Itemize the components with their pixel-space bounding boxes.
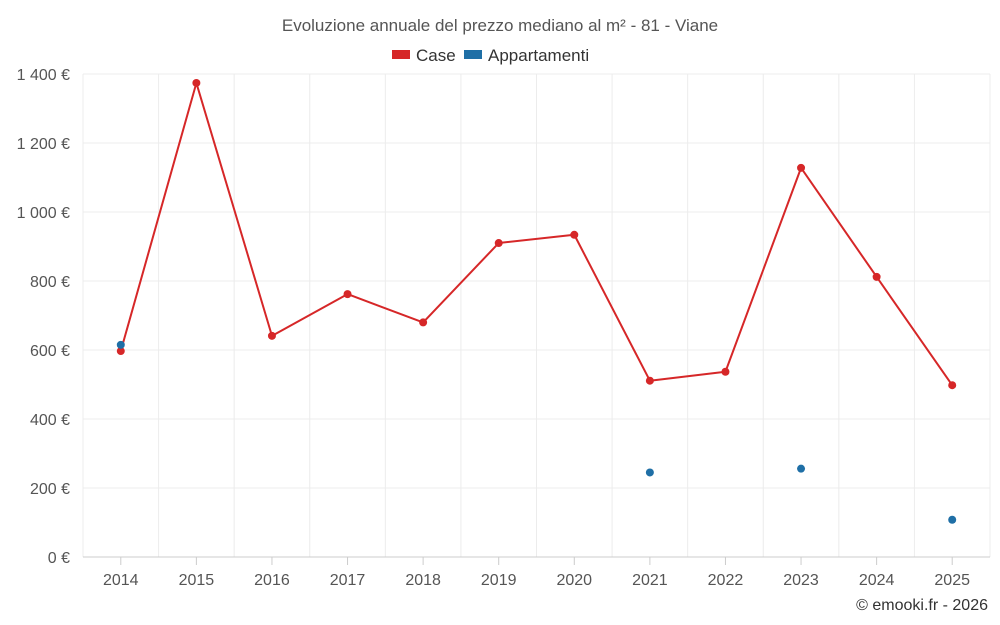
y-tick-label: 1 000 € [17,205,70,222]
data-point-appartamenti [797,464,806,473]
chart-title: Evoluzione annuale del prezzo mediano al… [282,16,718,35]
data-point-case [116,347,125,356]
y-tick-label: 400 € [30,412,70,429]
data-point-case [645,376,654,385]
data-point-case [494,239,503,248]
data-point-case [267,331,276,340]
x-tick-label: 2022 [708,572,744,589]
series-line-case [119,81,954,386]
x-tick-label: 2014 [103,572,139,589]
data-point-case [419,318,428,327]
data-point-appartamenti [948,515,957,524]
legend-label-appartamenti: Appartamenti [488,46,589,65]
x-tick-label: 2018 [405,572,441,589]
y-tick-label: 200 € [30,481,70,498]
y-tick-label: 600 € [30,343,70,360]
axes: 0 € 200 € 400 € 600 € 800 € 1 000 € 1 200 € 1 4… [17,67,990,589]
x-tick-label: 2017 [330,572,366,589]
x-tick-label: 2023 [783,572,819,589]
data-point-case [570,230,579,239]
credit-text: © emooki.fr - 2026 [856,597,988,614]
data-point-case [797,163,806,172]
gridlines [82,73,991,557]
y-tick-label: 0 € [48,550,70,567]
x-tick-label: 2021 [632,572,668,589]
data-point-case [872,272,881,281]
data-point-case [948,381,957,390]
x-tick-label: 2015 [179,572,215,589]
legend: Case Appartamenti [392,46,589,65]
x-tick-label: 2019 [481,572,517,589]
data-point-appartamenti [645,468,654,477]
x-tick-label: 2016 [254,572,290,589]
legend-label-case: Case [416,46,456,65]
y-tick-label: 1 400 € [17,67,70,84]
series-layer [116,78,957,524]
legend-swatch-case [392,50,410,59]
data-point-appartamenti [116,340,125,349]
x-tick-label: 2025 [934,572,970,589]
x-tick-label: 2024 [859,572,895,589]
legend-swatch-appartamenti [464,50,482,59]
y-tick-label: 1 200 € [17,136,70,153]
data-point-case [343,290,352,299]
x-tick-label: 2020 [556,572,592,589]
data-point-case [192,78,201,87]
data-point-case [721,367,730,376]
y-tick-label: 800 € [30,274,70,291]
